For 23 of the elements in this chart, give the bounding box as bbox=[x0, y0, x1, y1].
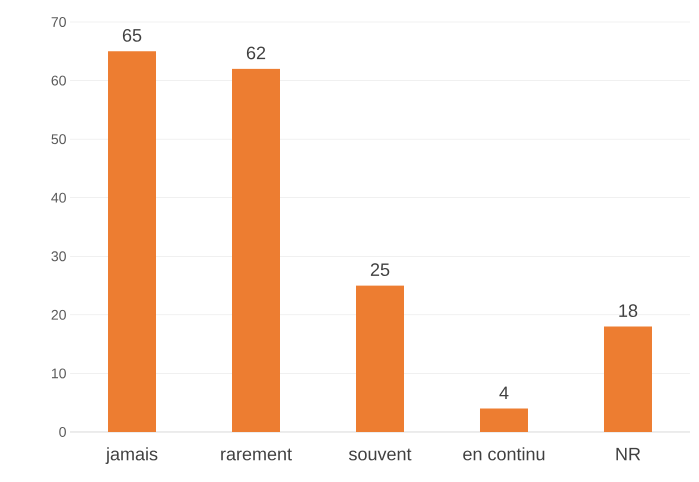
y-tick-label: 60 bbox=[52, 76, 66, 86]
y-tick-label: 70 bbox=[52, 17, 66, 27]
y-tick-label: 10 bbox=[52, 368, 66, 378]
y-tick-label: 20 bbox=[52, 310, 66, 320]
data-label: 62 bbox=[246, 46, 266, 60]
x-tick-label: souvent bbox=[348, 448, 412, 460]
bar bbox=[604, 326, 652, 432]
data-label: 18 bbox=[619, 304, 638, 318]
y-tick-label: 40 bbox=[51, 192, 66, 203]
x-tick-label: jamais bbox=[106, 447, 158, 464]
y-tick-label: 0 bbox=[59, 427, 66, 437]
y-tick-label: 30 bbox=[51, 251, 66, 262]
bar bbox=[108, 51, 156, 432]
data-label: 4 bbox=[499, 386, 508, 400]
bar bbox=[232, 68, 280, 432]
x-tick-label: rarement bbox=[221, 448, 292, 460]
bar bbox=[480, 408, 528, 432]
x-tick-label: NR bbox=[616, 448, 640, 460]
x-tick-label: en continu bbox=[463, 447, 544, 460]
bar bbox=[356, 286, 404, 432]
data-label: 25 bbox=[370, 263, 390, 276]
y-tick-label: 50 bbox=[51, 134, 66, 144]
data-label: 65 bbox=[122, 29, 142, 42]
